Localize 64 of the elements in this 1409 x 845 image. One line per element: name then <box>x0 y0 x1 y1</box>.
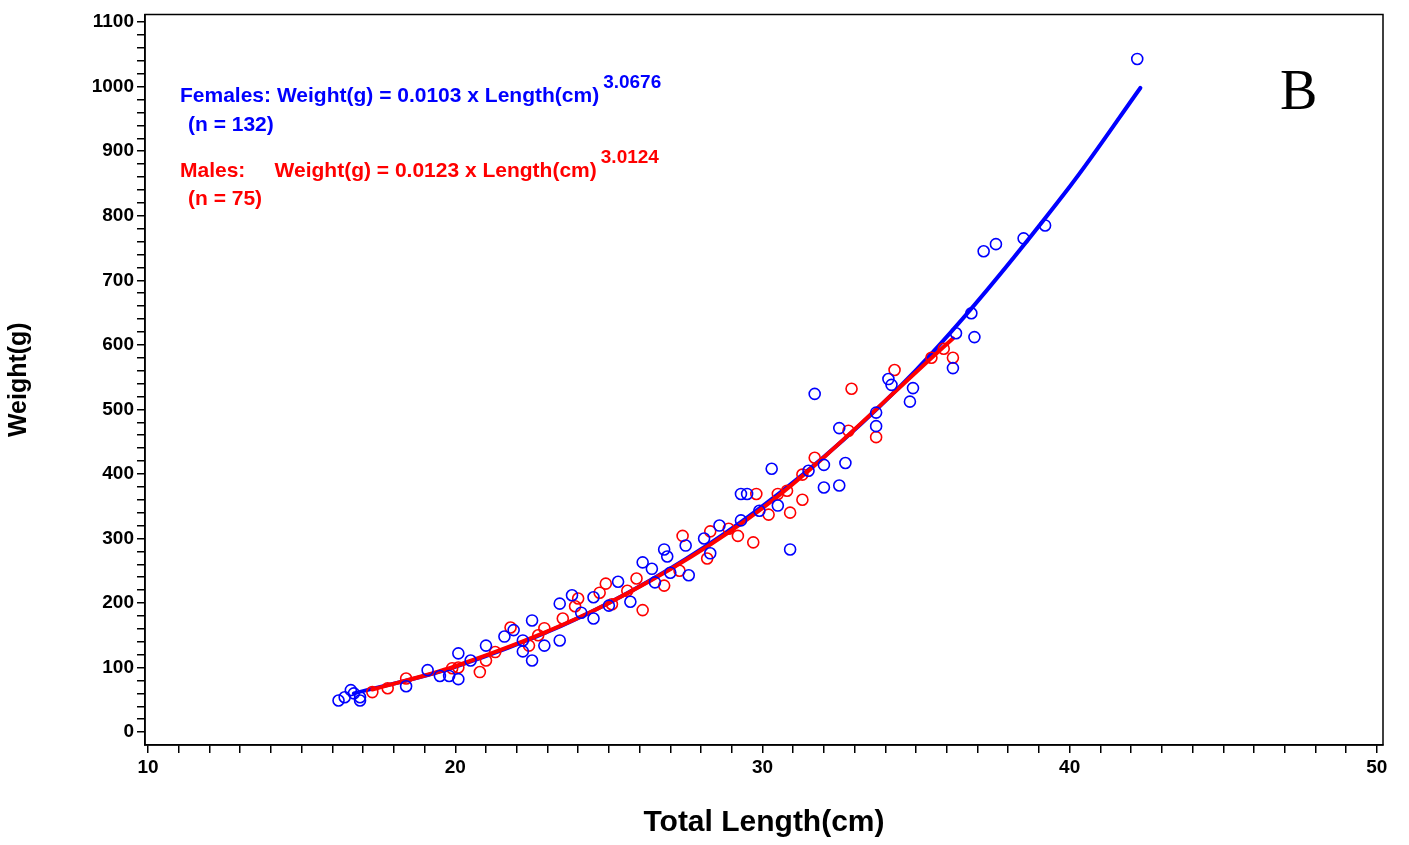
y-tick-label: 300 <box>102 526 134 548</box>
point <box>479 654 493 667</box>
point <box>571 592 585 605</box>
point <box>673 564 686 578</box>
point <box>750 487 763 501</box>
x-tick-label: 30 <box>751 755 774 777</box>
x-tick-label: 20 <box>444 755 466 777</box>
y-tick-label: 100 <box>102 655 134 677</box>
x-tick-label: 50 <box>1366 755 1388 777</box>
point <box>399 672 413 685</box>
y-tick-label: 700 <box>102 268 134 290</box>
point <box>771 487 785 501</box>
point <box>522 639 536 652</box>
point <box>452 661 465 674</box>
point <box>703 525 717 538</box>
point <box>808 451 821 465</box>
point <box>657 579 671 592</box>
y-tick-label: 500 <box>102 397 134 419</box>
point <box>568 599 582 613</box>
y-tick-label: 1000 <box>91 74 134 96</box>
annotation: (n = 132) <box>188 112 274 135</box>
point <box>796 493 809 507</box>
point <box>845 382 858 396</box>
point <box>888 363 901 377</box>
point <box>700 552 714 565</box>
point <box>731 529 745 543</box>
point <box>621 584 634 598</box>
point <box>531 628 545 642</box>
point <box>381 681 394 695</box>
point <box>488 645 502 659</box>
point <box>746 536 760 549</box>
x-tick-label: 40 <box>1059 755 1081 777</box>
point <box>780 484 794 498</box>
point <box>937 342 951 356</box>
point <box>925 351 938 365</box>
point <box>445 661 459 675</box>
y-tick-label: 900 <box>102 139 134 161</box>
annotation: (n = 75) <box>188 186 263 209</box>
annotation: B <box>1280 59 1318 121</box>
y-tick-label: 0 <box>123 720 134 742</box>
point <box>473 665 487 679</box>
point <box>556 612 570 625</box>
point <box>538 621 551 635</box>
point <box>676 529 689 543</box>
point <box>796 468 809 481</box>
point <box>869 430 883 444</box>
point <box>783 506 797 519</box>
point <box>636 603 649 617</box>
point <box>842 424 855 437</box>
y-axis-title: Weight(g) <box>2 322 31 438</box>
x-tick-label: 10 <box>137 755 159 777</box>
point <box>722 522 735 536</box>
point <box>366 685 379 699</box>
point <box>762 508 775 521</box>
y-tick-label: 200 <box>102 591 134 613</box>
y-tick-label: 400 <box>102 462 134 484</box>
point <box>946 351 960 365</box>
y-tick-label: 600 <box>102 333 134 355</box>
point <box>599 577 613 590</box>
point <box>593 586 606 599</box>
y-tick-label: 800 <box>102 204 134 225</box>
y-tick-label: 1100 <box>92 10 134 32</box>
point <box>630 572 643 585</box>
x-axis-title: Total Length(cm) <box>643 804 885 838</box>
